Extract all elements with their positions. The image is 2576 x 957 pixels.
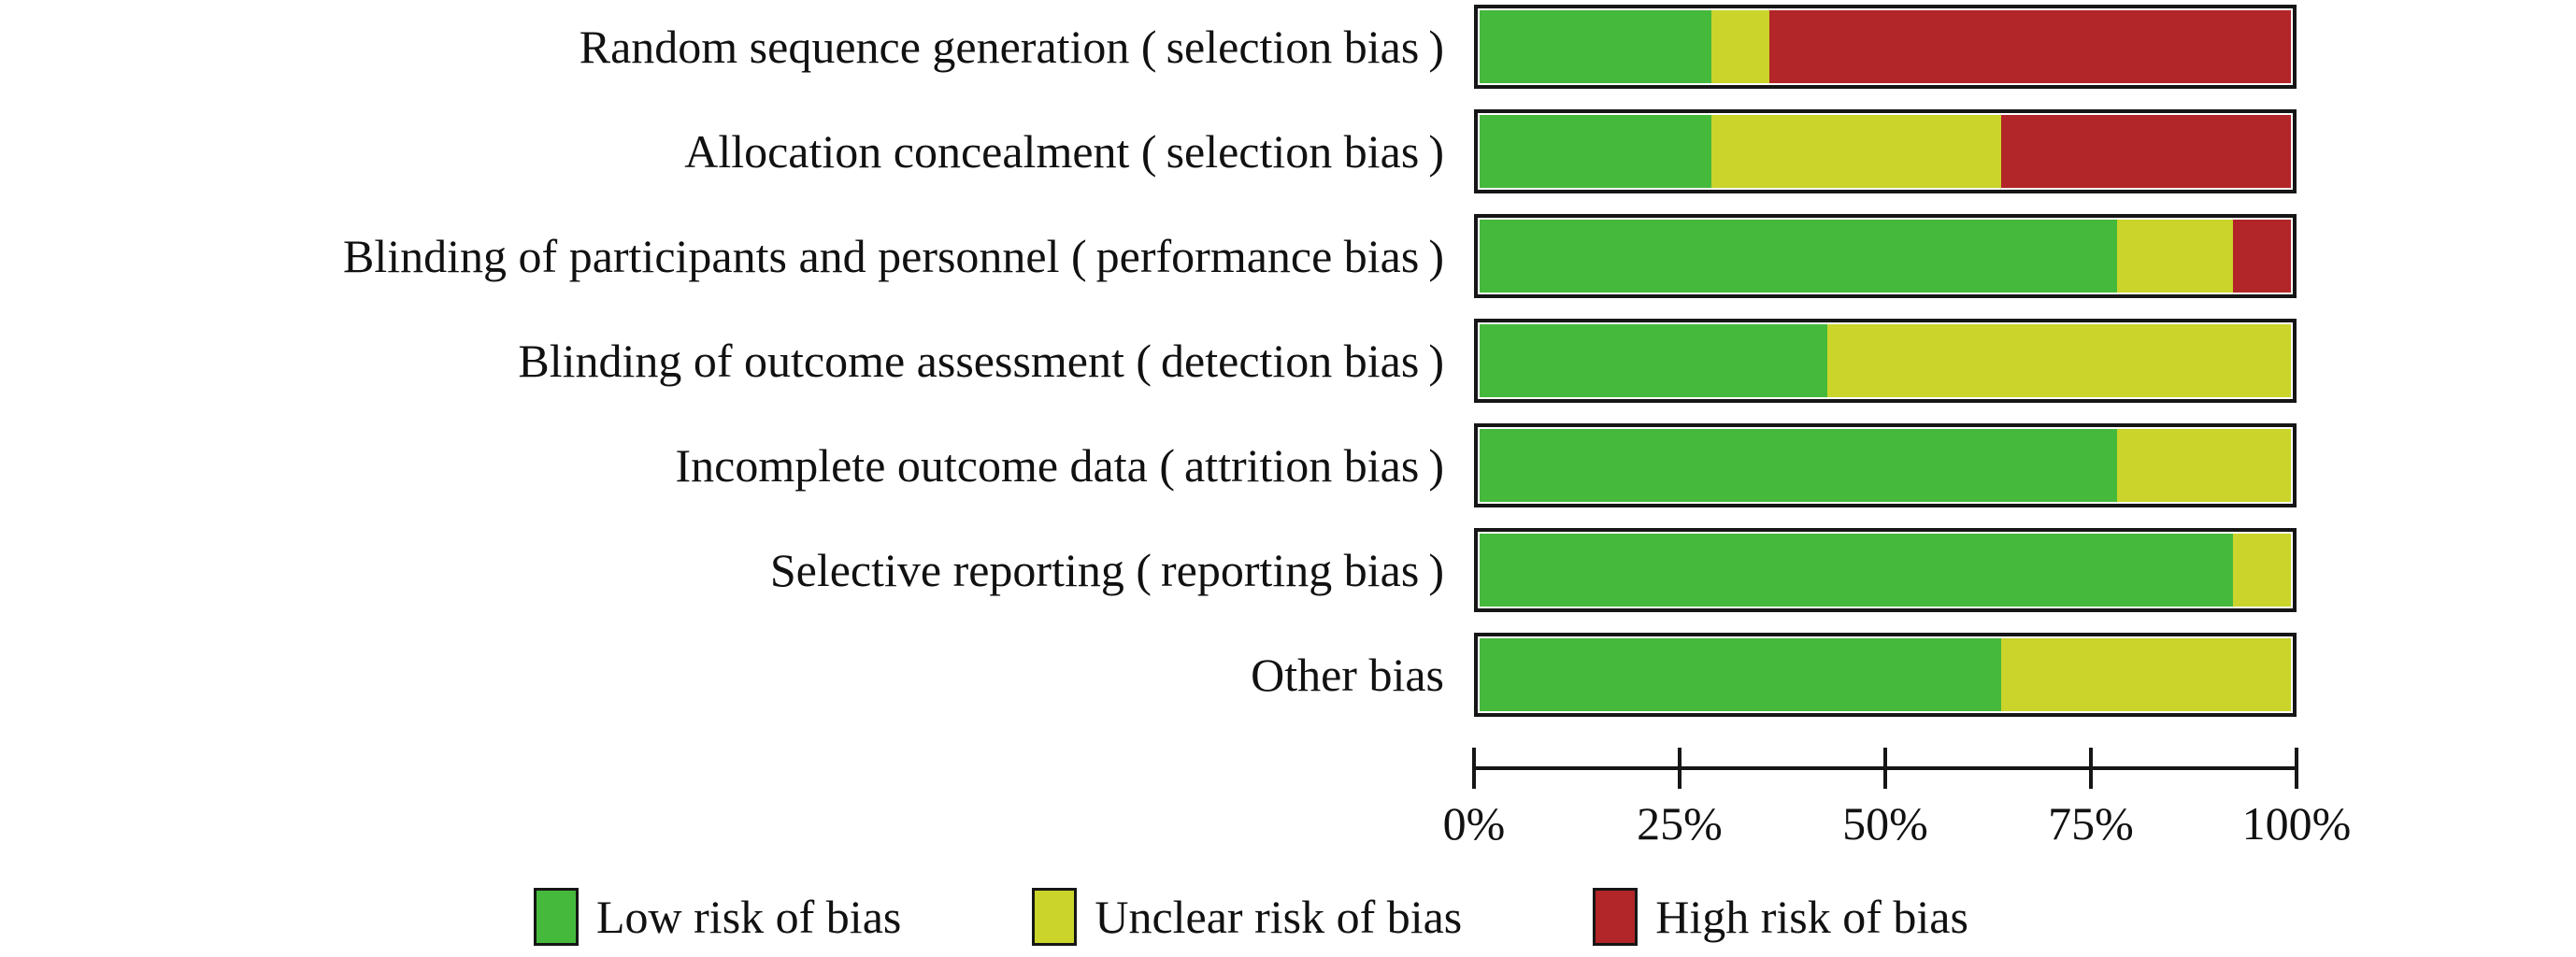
legend-label: High risk of bias bbox=[1655, 891, 1968, 943]
stacked-bar bbox=[1480, 115, 2291, 188]
bar-frame bbox=[1474, 214, 2297, 298]
axis-tick-label: 50% bbox=[1842, 797, 1928, 850]
axis-tick bbox=[2295, 748, 2298, 789]
bar-frame bbox=[1474, 423, 2297, 507]
legend-swatch-high-risk bbox=[1593, 888, 1639, 946]
stacked-bar bbox=[1480, 10, 2291, 83]
bar-segment-unclear-risk bbox=[2117, 429, 2291, 502]
bar-row: Selective reporting ( reporting bias ) bbox=[0, 528, 2576, 612]
bar-frame bbox=[1474, 319, 2297, 403]
bar-row: Allocation concealment ( selection bias … bbox=[0, 109, 2576, 193]
bar-row: Incomplete outcome data ( attrition bias… bbox=[0, 423, 2576, 507]
category-label: Blinding of participants and personnel (… bbox=[343, 230, 1444, 282]
legend-swatch-low-risk bbox=[534, 888, 579, 946]
bar-row: Blinding of outcome assessment ( detecti… bbox=[0, 319, 2576, 403]
bar-segment-unclear-risk bbox=[2001, 638, 2291, 711]
stacked-bar bbox=[1480, 220, 2291, 293]
axis-tick-label: 25% bbox=[1637, 797, 1723, 850]
category-label: Other bias bbox=[1251, 649, 1444, 701]
bar-frame bbox=[1474, 528, 2297, 612]
category-label: Incomplete outcome data ( attrition bias… bbox=[675, 439, 1444, 492]
bar-segment-unclear-risk bbox=[1827, 324, 2291, 397]
bar-segment-high-risk bbox=[2233, 220, 2291, 293]
axis-tick bbox=[1883, 748, 1887, 789]
legend-item: High risk of bias bbox=[1593, 888, 1968, 946]
legend: Low risk of bias Unclear risk of bias High… bbox=[534, 888, 1968, 946]
bar-segment-low-risk bbox=[1480, 324, 1828, 397]
bar-frame bbox=[1474, 109, 2297, 193]
legend-label: Low risk of bias bbox=[596, 891, 902, 943]
bar-row: Blinding of participants and personnel (… bbox=[0, 214, 2576, 298]
axis-tick bbox=[1678, 748, 1682, 789]
stacked-bar bbox=[1480, 534, 2291, 607]
axis-tick-label: 75% bbox=[2048, 797, 2134, 850]
stacked-bar bbox=[1480, 429, 2291, 502]
bar-segment-low-risk bbox=[1480, 429, 2118, 502]
category-label: Allocation concealment ( selection bias … bbox=[684, 125, 1444, 178]
bar-segment-unclear-risk bbox=[1711, 115, 2002, 188]
axis-tick-label: 100% bbox=[2241, 797, 2352, 850]
bar-frame bbox=[1474, 633, 2297, 717]
x-axis: 0% 25% 50% 75% 100% bbox=[1443, 748, 2351, 869]
bar-segment-low-risk bbox=[1480, 220, 2118, 293]
category-label: Selective reporting ( reporting bias ) bbox=[769, 544, 1444, 596]
bar-segment-high-risk bbox=[2001, 115, 2291, 188]
legend-swatch-unclear-risk bbox=[1032, 888, 1078, 946]
bar-segment-high-risk bbox=[1768, 10, 2291, 83]
bar-segment-unclear-risk bbox=[2233, 534, 2291, 607]
bar-segment-low-risk bbox=[1480, 638, 2002, 711]
category-label: Blinding of outcome assessment ( detecti… bbox=[518, 335, 1444, 387]
bar-segment-low-risk bbox=[1480, 10, 1712, 83]
bar-frame bbox=[1474, 5, 2297, 89]
stacked-bar bbox=[1480, 324, 2291, 397]
bar-segment-low-risk bbox=[1480, 115, 1712, 188]
bar-row: Other bias bbox=[0, 633, 2576, 717]
legend-label: Unclear risk of bias bbox=[1095, 891, 1463, 943]
bar-row: Random sequence generation ( selection b… bbox=[0, 5, 2576, 89]
legend-item: Unclear risk of bias bbox=[1032, 888, 1462, 946]
axis-tick bbox=[2089, 748, 2093, 789]
bar-segment-low-risk bbox=[1480, 534, 2234, 607]
stacked-bar bbox=[1480, 638, 2291, 711]
category-label: Random sequence generation ( selection b… bbox=[579, 21, 1444, 73]
bar-segment-unclear-risk bbox=[1711, 10, 1769, 83]
axis-tick bbox=[1472, 748, 1476, 789]
axis-tick-label: 0% bbox=[1442, 797, 1506, 850]
legend-item: Low risk of bias bbox=[534, 888, 901, 946]
bar-segment-unclear-risk bbox=[2117, 220, 2234, 293]
